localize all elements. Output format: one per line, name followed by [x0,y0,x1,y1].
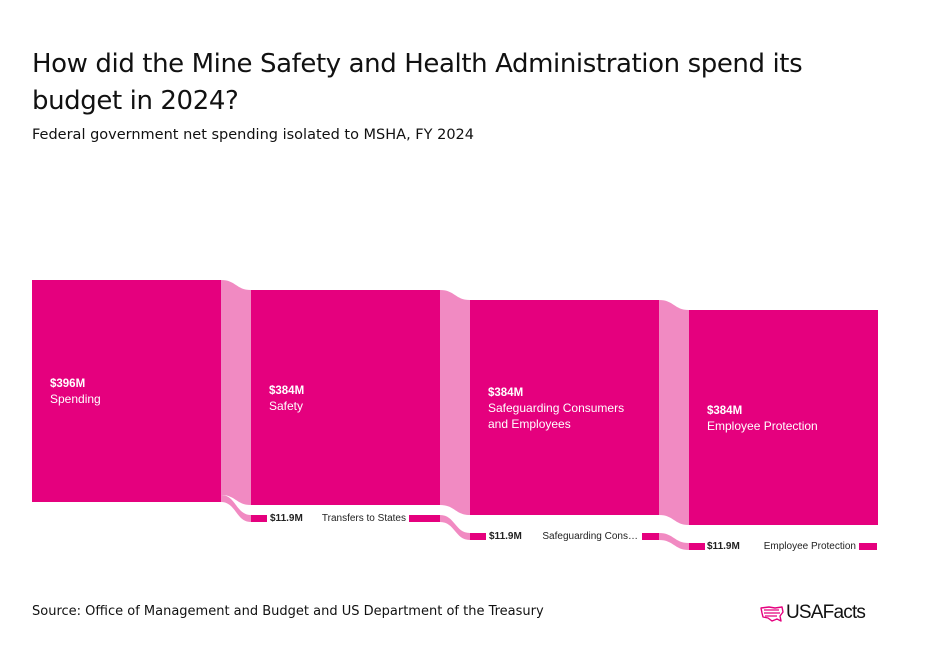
node-employee-protection-value: $384M [707,405,742,417]
link-safety-safeguarding [440,290,470,515]
usa-map-flag-icon [760,606,784,622]
minor-transfers-label: Transfers to States [322,513,406,524]
usafacts-logo: USAFacts [760,602,890,626]
node-spending [32,280,221,502]
node-transfers-right [409,515,440,522]
node-spending-value: $396M [50,378,85,390]
node-safeguarding [470,300,659,515]
link-safeguarding-minor-employee-minor [659,533,689,550]
source-note: Source: Office of Management and Budget … [32,604,544,619]
link-safeguarding-employee [659,300,689,525]
node-safeguarding-label-line1: Safeguarding Consumers [488,401,624,415]
minor-employee-value: $11.9M [707,541,740,552]
node-transfers-left [251,515,267,522]
node-employee-protection [689,310,878,525]
minor-safeguarding-label: Safeguarding Cons… [542,531,638,542]
node-safeguarding-label-line2: and Employees [488,417,571,431]
link-spending-safety [221,280,251,505]
link-spending-transfers [221,495,251,522]
minor-transfers-value: $11.9M [270,513,303,524]
node-spending-label: Spending [50,392,101,406]
node-safeguarding-minor-left [470,533,486,540]
chart-subtitle: Federal government net spending isolated… [32,127,475,143]
node-safety-value: $384M [269,385,304,397]
node-employee-minor-left [689,543,705,550]
minor-employee-label: Employee Protection [764,541,856,552]
node-employee-protection-label: Employee Protection [707,419,818,433]
node-safety-label: Safety [269,399,303,413]
node-safety [251,290,440,505]
logo-text: USAFacts [786,602,866,623]
link-transfers-safeguarding-minor [440,515,470,540]
node-employee-minor-right [859,543,877,550]
node-safeguarding-value: $384M [488,387,523,399]
chart-title: How did the Mine Safety and Health Admin… [32,49,803,116]
node-safeguarding-minor-right [642,533,659,540]
minor-safeguarding-value: $11.9M [489,531,522,542]
